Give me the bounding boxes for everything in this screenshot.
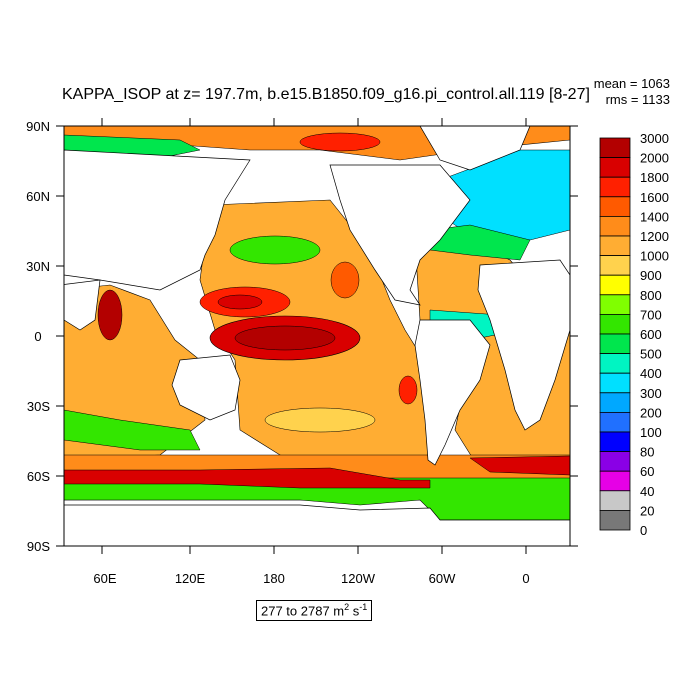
colorbar-label: 800 bbox=[640, 288, 662, 303]
antarctica-landmass bbox=[64, 504, 570, 546]
acc-red-band bbox=[64, 467, 431, 489]
eurasia-landmass bbox=[64, 149, 251, 291]
colorbar-label: 1600 bbox=[640, 190, 669, 205]
colorbar-label: 20 bbox=[640, 503, 654, 518]
colorbar-label: 2000 bbox=[640, 151, 669, 166]
colorbar-label: 3000 bbox=[640, 131, 669, 146]
x-tick-label: 180 bbox=[263, 571, 285, 586]
colorbar-swatch bbox=[599, 294, 631, 315]
colorbar-swatch bbox=[599, 431, 631, 453]
range-sup-m: 2 bbox=[344, 602, 350, 612]
y-tick-label: 90N bbox=[26, 119, 50, 134]
se-pacific-max bbox=[398, 375, 418, 405]
colorbar-swatch bbox=[599, 470, 631, 492]
x-axis bbox=[101, 118, 527, 554]
colorbar-swatch bbox=[599, 490, 631, 511]
range-text: 277 to 2787 m bbox=[261, 603, 345, 619]
colorbar-label: 1400 bbox=[640, 209, 669, 224]
colorbar-label: 400 bbox=[640, 366, 662, 381]
colorbar-swatch bbox=[599, 157, 631, 178]
north-america-landmass bbox=[329, 164, 471, 306]
range-label: 277 to 2787 m2 s-1 bbox=[256, 600, 373, 622]
colorbar-swatch bbox=[599, 372, 631, 394]
x-tick-label: 120E bbox=[175, 571, 206, 586]
colorbar-label: 1200 bbox=[640, 229, 669, 244]
colorbar-label: 200 bbox=[640, 405, 662, 420]
colorbar-swatch bbox=[599, 392, 631, 413]
x-tick-label: 60E bbox=[93, 571, 116, 586]
north-pacific-green bbox=[229, 235, 321, 265]
colorbar-swatch bbox=[599, 274, 631, 296]
colorbar-swatch bbox=[599, 333, 631, 355]
x-tick-label: 60W bbox=[429, 571, 456, 586]
acc-red-band-east bbox=[469, 455, 570, 476]
colorbar-label: 40 bbox=[640, 484, 654, 499]
colorbar-swatch bbox=[599, 137, 631, 159]
colorbar-swatch bbox=[599, 509, 631, 531]
colorbar-swatch bbox=[599, 215, 631, 237]
colorbar-swatch bbox=[599, 313, 631, 335]
rms-label: rms = 1133 bbox=[605, 92, 670, 107]
colorbar-label: 600 bbox=[640, 327, 662, 342]
southern-ocean-green bbox=[64, 477, 570, 521]
greenland-landmass bbox=[419, 126, 531, 171]
colorbar-label: 100 bbox=[640, 425, 662, 440]
y-tick-label: 0 bbox=[34, 329, 41, 344]
north-pacific-core bbox=[217, 294, 263, 310]
x-tick-label: 120W bbox=[341, 571, 376, 586]
colorbar-swatch bbox=[599, 353, 631, 374]
colorbar-swatch bbox=[599, 235, 631, 257]
colorbar-label: 1000 bbox=[640, 249, 669, 264]
mean-label: mean = 1063 bbox=[593, 76, 670, 91]
indian-green bbox=[64, 409, 201, 451]
colorbar-label: 500 bbox=[640, 347, 662, 362]
south-america-landmass bbox=[414, 319, 491, 466]
india-landmass bbox=[64, 279, 101, 331]
colorbar-label: 0 bbox=[640, 523, 647, 538]
colorbar-swatch bbox=[599, 196, 631, 217]
colorbar-label: 300 bbox=[640, 386, 662, 401]
y-tick-label: 30S bbox=[27, 399, 50, 414]
x-tick-label: 0 bbox=[522, 571, 529, 586]
colorbar-swatch bbox=[599, 255, 631, 276]
range-unit-s: s bbox=[349, 603, 360, 619]
equatorial-pacific-core bbox=[234, 325, 336, 351]
colorbar-label: 900 bbox=[640, 268, 662, 283]
arabian-sea-max bbox=[97, 289, 123, 341]
range-sup-s: -1 bbox=[359, 602, 368, 612]
arctic-red bbox=[299, 132, 381, 152]
colorbar-swatch bbox=[599, 411, 631, 433]
y-tick-label: 90S bbox=[27, 539, 50, 554]
y-tick-label: 30N bbox=[26, 259, 50, 274]
y-tick-label: 60S bbox=[27, 469, 50, 484]
colorbar-label: 80 bbox=[640, 445, 654, 460]
colorbar-swatch bbox=[599, 176, 631, 198]
colorbar-label: 700 bbox=[640, 307, 662, 322]
colorbar: 3000200018001600140012001000900800700600… bbox=[599, 131, 669, 538]
y-tick-label: 60N bbox=[26, 189, 50, 204]
ne-pacific-max bbox=[330, 261, 360, 299]
south-pacific-yellow bbox=[264, 407, 376, 433]
africa-landmass bbox=[477, 259, 570, 431]
australia-landmass bbox=[171, 354, 241, 421]
colorbar-label: 60 bbox=[640, 464, 654, 479]
colorbar-swatch bbox=[599, 451, 631, 472]
plot-title: KAPPA_ISOP at z= 197.7m, b.e15.B1850.f09… bbox=[62, 86, 590, 103]
y-axis bbox=[56, 125, 578, 547]
ocean-field bbox=[64, 126, 570, 546]
colorbar-label: 1800 bbox=[640, 170, 669, 185]
